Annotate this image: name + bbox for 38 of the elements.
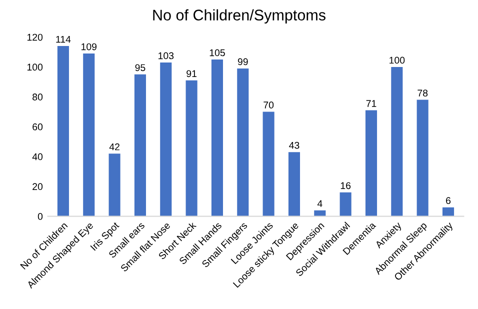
data-label: 114 xyxy=(56,36,71,43)
y-tick-label: 100 xyxy=(27,64,43,71)
data-label: 103 xyxy=(158,52,174,60)
y-tick-label: 60 xyxy=(32,123,43,130)
data-label: 109 xyxy=(82,43,97,50)
data-label: 105 xyxy=(210,49,225,56)
y-tick-label: 40 xyxy=(32,153,43,160)
bar xyxy=(340,192,352,216)
data-label: 4 xyxy=(317,200,322,207)
bar xyxy=(134,74,146,216)
data-label: 70 xyxy=(264,102,274,108)
y-tick-label: 0 xyxy=(38,213,43,220)
bar xyxy=(365,110,378,216)
bar xyxy=(160,62,172,216)
data-label: 16 xyxy=(340,182,351,190)
data-label: 78 xyxy=(418,90,428,96)
data-label: 71 xyxy=(366,100,376,107)
bar xyxy=(288,152,300,216)
y-tick-label: 20 xyxy=(32,183,43,190)
bar xyxy=(237,68,249,216)
data-label: 6 xyxy=(446,197,451,204)
bar xyxy=(57,46,69,216)
bar xyxy=(391,66,403,216)
bar xyxy=(416,100,428,216)
data-label: 91 xyxy=(186,70,196,78)
y-tick-label: 80 xyxy=(32,94,43,100)
data-label: 100 xyxy=(390,56,405,64)
chart-title: No of Children/Symptoms xyxy=(153,9,326,24)
data-label: 95 xyxy=(135,64,146,72)
bar xyxy=(83,54,95,216)
y-tick-label: 120 xyxy=(27,34,43,41)
bar xyxy=(262,112,274,216)
data-label: 43 xyxy=(289,142,300,149)
data-label: 42 xyxy=(109,143,120,150)
data-label: 99 xyxy=(238,58,248,66)
bar xyxy=(211,59,223,216)
bar xyxy=(108,154,120,216)
bar xyxy=(186,80,198,216)
